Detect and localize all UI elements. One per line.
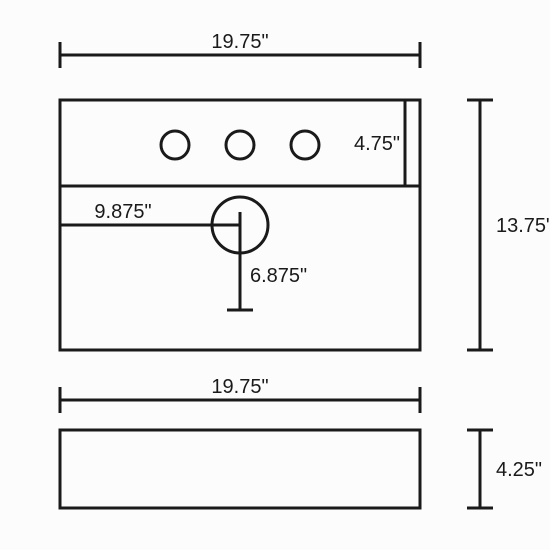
dim-drain-y: 6.875" xyxy=(227,225,307,310)
dim-faucet-y: 4.75" xyxy=(354,100,418,186)
side-view-box xyxy=(60,430,420,508)
dim-bottom-width: 19.75" xyxy=(60,376,420,413)
dim-top-height: 13.75" xyxy=(467,100,550,350)
faucet-hole-3 xyxy=(291,131,319,159)
dim-top-height-label: 13.75" xyxy=(496,215,550,237)
dim-bottom-height: 4.25" xyxy=(467,430,542,508)
technical-drawing: 19.75" 13.75" 4.75" 9.875" 6.875" 19.75" xyxy=(0,0,550,550)
dim-faucet-y-label: 4.75" xyxy=(354,133,400,155)
dim-drain-x-label: 9.875" xyxy=(94,201,151,223)
dim-bottom-width-label: 19.75" xyxy=(211,376,268,398)
dim-top-width: 19.75" xyxy=(60,31,420,68)
dim-top-width-label: 19.75" xyxy=(211,31,268,53)
faucet-hole-1 xyxy=(161,131,189,159)
faucet-hole-2 xyxy=(226,131,254,159)
dim-bottom-height-label: 4.25" xyxy=(496,459,542,481)
dim-drain-y-label: 6.875" xyxy=(250,265,307,287)
